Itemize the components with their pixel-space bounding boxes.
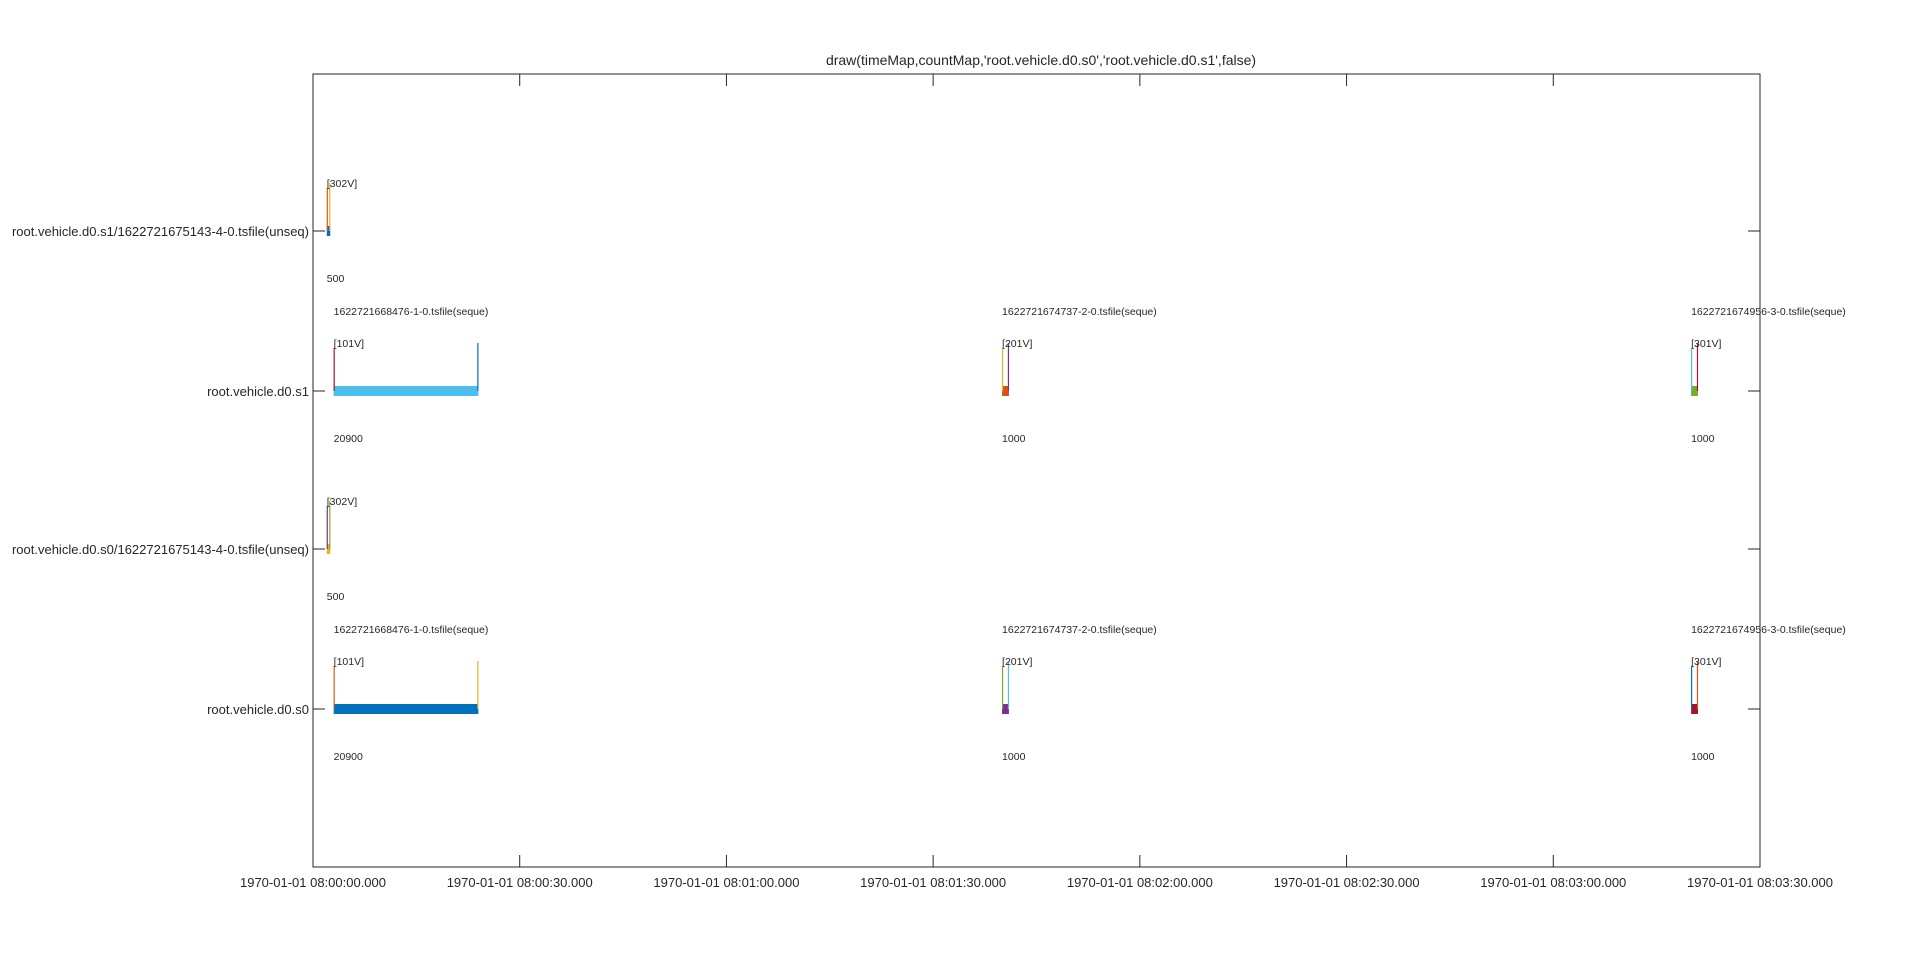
chunk-file-label: 1622721674737-2-0.tsfile(seque) (1002, 624, 1157, 636)
y-tick-label: root.vehicle.d0.s0 (207, 702, 309, 717)
x-tick-label: 1970-01-01 08:02:00.000 (1067, 875, 1213, 890)
chunk-count-label: 1000 (1691, 751, 1715, 763)
chunk-count-label: 20900 (334, 751, 363, 763)
x-axis: 1970-01-01 08:00:00.000 1970-01-01 08:00:… (240, 74, 1833, 890)
chunk-count-label: 20900 (334, 433, 363, 445)
chunk-file-label: 1622721674956-3-0.tsfile(seque) (1691, 306, 1846, 318)
chunk-file-label: 1622721674737-2-0.tsfile(seque) (1002, 306, 1157, 318)
plot-area (312, 73, 1761, 868)
x-tick-label: 1970-01-01 08:03:30.000 (1687, 875, 1833, 890)
chunk-version-label: [302V] (327, 496, 357, 508)
chunk-version-label: [201V] (1002, 656, 1032, 668)
chart-title: draw(timeMap,countMap,'root.vehicle.d0.s… (826, 52, 1256, 68)
chunk-count-label: 1000 (1002, 751, 1026, 763)
x-tick-label: 1970-01-01 08:00:00.000 (240, 875, 386, 890)
chunk-version-label: [101V] (334, 338, 364, 350)
chunk-bar (1002, 704, 1009, 714)
chunk-count-label: 1000 (1002, 433, 1026, 445)
x-tick-label: 1970-01-01 08:03:00.000 (1480, 875, 1626, 890)
chunk-count-label: 500 (327, 273, 345, 285)
chunk-bar (333, 704, 479, 714)
chunk-file-label: 1622721668476-1-0.tsfile(seque) (334, 624, 489, 636)
chunk-marks: [101V] 20900 1622721668476-1-0.tsfile(sequ… (326, 178, 1846, 763)
y-axis: root.vehicle.d0.s0 root.vehicle.d0.s0/162… (12, 224, 1760, 717)
x-tick-label: 1970-01-01 08:00:30.000 (447, 875, 593, 890)
chunk-bar (1691, 386, 1698, 396)
chunk-file-label: 1622721674956-3-0.tsfile(seque) (1691, 624, 1846, 636)
y-tick-label: root.vehicle.d0.s1/1622721675143-4-0.tsf… (12, 224, 309, 239)
x-tick-label: 1970-01-01 08:02:30.000 (1274, 875, 1420, 890)
y-tick-label: root.vehicle.d0.s0/1622721675143-4-0.tsf… (12, 542, 309, 557)
y-tick-label: root.vehicle.d0.s1 (207, 384, 309, 399)
chunk-bar (333, 386, 479, 396)
chunk-bar (326, 226, 331, 236)
chunk-version-label: [302V] (327, 178, 357, 190)
chunk-version-label: [101V] (334, 656, 364, 668)
chunk-count-label: 500 (327, 591, 345, 603)
chunk-file-label: 1622721668476-1-0.tsfile(seque) (334, 306, 489, 318)
chunk-bar (1002, 386, 1009, 396)
chunk-version-label: [201V] (1002, 338, 1032, 350)
chunk-bar (326, 544, 331, 554)
x-tick-label: 1970-01-01 08:01:00.000 (653, 875, 799, 890)
chunk-bar (1691, 704, 1698, 714)
chunk-version-label: [301V] (1691, 338, 1721, 350)
chunk-version-label: [301V] (1691, 656, 1721, 668)
chunk-count-label: 1000 (1691, 433, 1715, 445)
x-tick-label: 1970-01-01 08:01:30.000 (860, 875, 1006, 890)
